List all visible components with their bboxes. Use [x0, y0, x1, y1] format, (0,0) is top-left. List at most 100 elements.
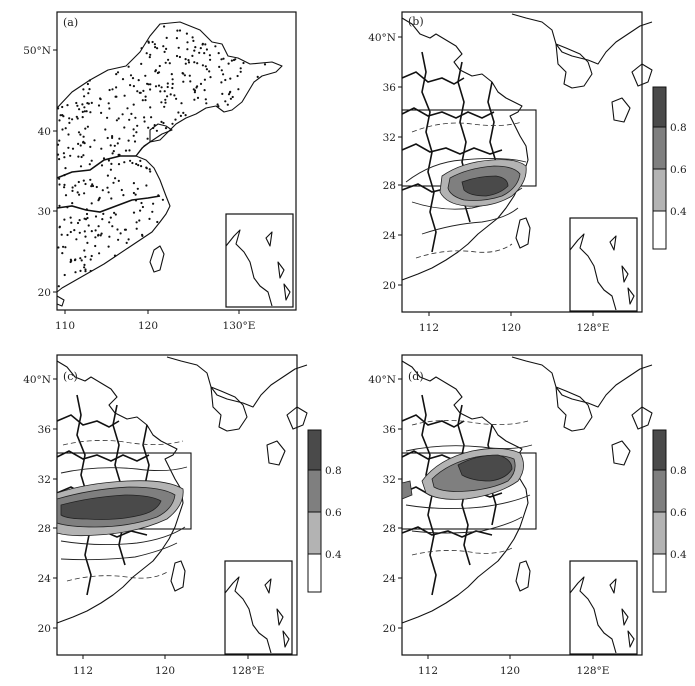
- station-dot: [147, 126, 150, 129]
- station-dot: [163, 25, 166, 28]
- station-dot: [135, 221, 138, 224]
- station-dot: [107, 245, 110, 248]
- station-dot: [229, 90, 232, 93]
- station-dot: [156, 71, 159, 75]
- station-dot: [112, 181, 115, 184]
- station-dot: [218, 65, 221, 68]
- station-dot: [79, 144, 82, 147]
- station-dot: [102, 157, 106, 160]
- station-dot: [141, 205, 144, 209]
- colorbar-b-seg-4: [652, 210, 667, 250]
- colorbar-d-label-2: 0.6: [670, 507, 687, 519]
- colorbar-d-label-1: 0.8: [670, 465, 687, 477]
- station-dot: [108, 107, 111, 110]
- station-dot: [99, 234, 102, 237]
- station-dot: [82, 135, 85, 138]
- station-dot: [189, 80, 192, 83]
- station-dot: [82, 140, 85, 143]
- station-dot: [136, 124, 139, 127]
- station-dot: [159, 90, 162, 93]
- station-dot: [62, 152, 65, 155]
- station-dot: [166, 95, 169, 98]
- station-dot: [229, 97, 232, 100]
- station-dot: [184, 58, 187, 61]
- station-dot: [151, 40, 154, 44]
- inset-coast-a: [225, 229, 273, 307]
- station-dot: [134, 116, 137, 119]
- station-dot: [217, 105, 220, 108]
- station-dot: [64, 194, 68, 197]
- panel-b-lon-label-1: 112: [419, 322, 439, 334]
- station-dot: [80, 155, 83, 159]
- station-dot: [162, 45, 165, 48]
- station-dot: [162, 121, 165, 125]
- station-dot: [116, 142, 119, 145]
- station-dot: [242, 61, 245, 65]
- station-dot: [158, 64, 161, 68]
- station-dot: [104, 128, 107, 131]
- station-dot: [74, 184, 77, 187]
- station-dot: [217, 52, 220, 55]
- station-dot: [84, 270, 87, 273]
- colorbar-d-seg-2: [652, 469, 667, 513]
- colorbar-d-label-3: 0.4: [670, 549, 687, 561]
- station-dot: [165, 36, 168, 40]
- station-dot: [141, 233, 144, 236]
- station-dot: [182, 72, 185, 75]
- station-dot: [61, 105, 64, 109]
- station-dot: [193, 98, 196, 101]
- station-dot: [114, 213, 117, 216]
- station-dot: [58, 177, 61, 180]
- station-dot: [63, 273, 66, 277]
- station-dot: [100, 111, 103, 114]
- station-dot: [171, 82, 174, 85]
- station-dot: [199, 47, 202, 50]
- station-dot: [74, 271, 77, 274]
- station-dot: [183, 74, 186, 77]
- station-dot: [75, 238, 78, 241]
- station-dot: [136, 90, 139, 93]
- station-dot: [156, 220, 159, 224]
- station-dot: [58, 204, 61, 207]
- station-dot: [145, 166, 148, 169]
- colorbar-b-label-1: 0.8: [670, 122, 687, 134]
- colorbar-c-seg-2: [307, 469, 322, 513]
- station-dot: [106, 116, 109, 119]
- station-dot: [81, 103, 84, 106]
- station-dot: [193, 61, 196, 64]
- station-dot: [224, 100, 227, 103]
- panel-b-lat-label-6: 20: [383, 280, 396, 292]
- station-dot: [149, 53, 152, 56]
- panel-c-map: [56, 356, 308, 655]
- station-dot: [71, 118, 74, 121]
- panel-c-label: (c): [63, 370, 78, 383]
- station-dot: [135, 131, 138, 134]
- panel-c-lat-label-5: 24: [38, 573, 52, 585]
- station-dot: [123, 126, 126, 129]
- station-dot: [178, 55, 181, 59]
- colorbar-c-label-1: 0.8: [325, 465, 342, 477]
- station-dot: [111, 225, 114, 228]
- station-dot: [155, 129, 158, 132]
- shandong-coast: [149, 123, 173, 143]
- panel-d-lon-axis: 112 120 128°E: [418, 655, 609, 677]
- station-dot: [176, 29, 179, 32]
- station-dot: [100, 147, 103, 150]
- station-dot: [146, 137, 149, 140]
- station-dot: [73, 259, 77, 262]
- panel-a-lat-label-3: 30: [38, 206, 51, 218]
- station-dot: [107, 102, 110, 105]
- station-dot: [256, 75, 259, 78]
- panel-b-map: [401, 13, 653, 312]
- station-dot: [77, 131, 81, 134]
- panel-b-lon-label-3: 128°E: [577, 322, 610, 334]
- station-dot: [157, 194, 160, 197]
- station-dot: [170, 73, 173, 76]
- station-dot: [90, 230, 93, 233]
- station-dot: [110, 197, 113, 200]
- station-dot: [139, 91, 142, 94]
- station-dot: [164, 127, 168, 130]
- station-dot: [83, 110, 86, 113]
- station-dot: [75, 101, 78, 105]
- station-dot: [139, 209, 142, 212]
